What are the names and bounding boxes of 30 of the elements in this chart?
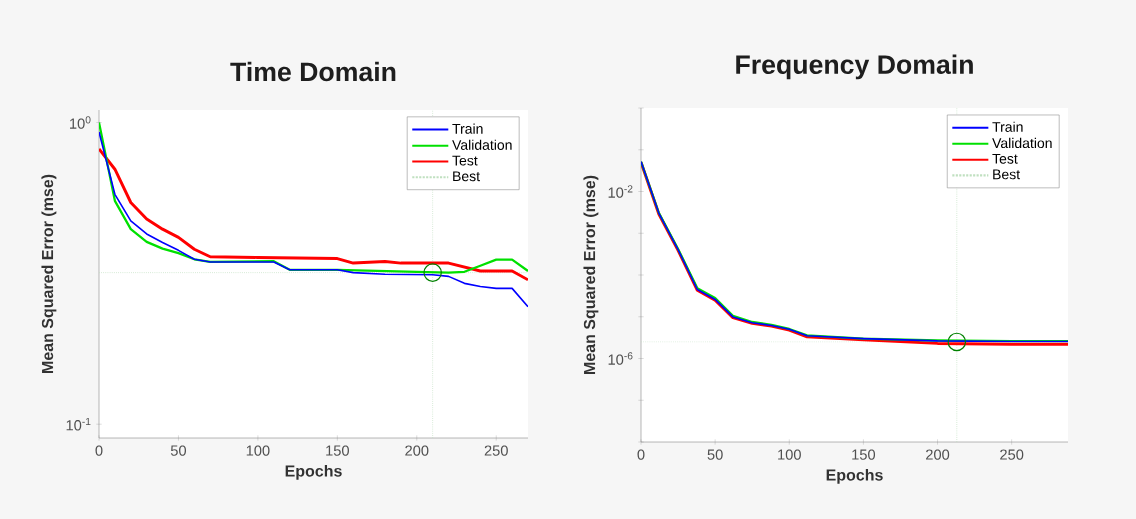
chart-title: Time Domain — [230, 61, 396, 82]
y-tick-label: 10$^{-1}$ — [66, 417, 91, 431]
x-axis-title: Epochs — [285, 464, 342, 480]
x-tick-label: 100 — [246, 445, 270, 456]
y-tick-label: 10$^{0}$ — [70, 116, 91, 129]
legend-label: Train — [452, 123, 483, 134]
x-tick-label: 250 — [1000, 449, 1024, 460]
legend-label: Test — [992, 153, 1018, 164]
chart-title: Frequency Domain — [736, 54, 973, 80]
ref-line-label: Best — [453, 171, 480, 182]
y-axis-title: Mean Squared Error (mse) — [41, 174, 57, 373]
legend-label: Train — [992, 121, 1023, 132]
legend-label: Validation — [992, 137, 1052, 149]
x-tick-label: 250 — [484, 445, 508, 456]
legend-label: Validation — [452, 139, 512, 150]
x-tick-label: 150 — [852, 449, 876, 460]
y-axis-title: Mean Squared Error (mse) — [583, 175, 599, 374]
x-tick-label: 200 — [926, 449, 950, 460]
x-tick-label: 100 — [778, 449, 801, 460]
y-tick-label: 10$^{-6}$ — [608, 352, 633, 365]
x-tick-label: 150 — [326, 445, 349, 456]
ref-line-label: Best — [993, 169, 1020, 180]
x-tick-label: 200 — [405, 445, 429, 456]
x-tick-label: 0 — [637, 449, 645, 460]
x-axis-title: Epochs — [826, 468, 883, 484]
x-tick-label: 0 — [95, 445, 103, 456]
y-tick-label: 10$^{-2}$ — [608, 185, 633, 198]
x-tick-label: 50 — [707, 449, 723, 460]
x-tick-label: 50 — [170, 445, 187, 456]
legend-label: Test — [452, 155, 478, 166]
